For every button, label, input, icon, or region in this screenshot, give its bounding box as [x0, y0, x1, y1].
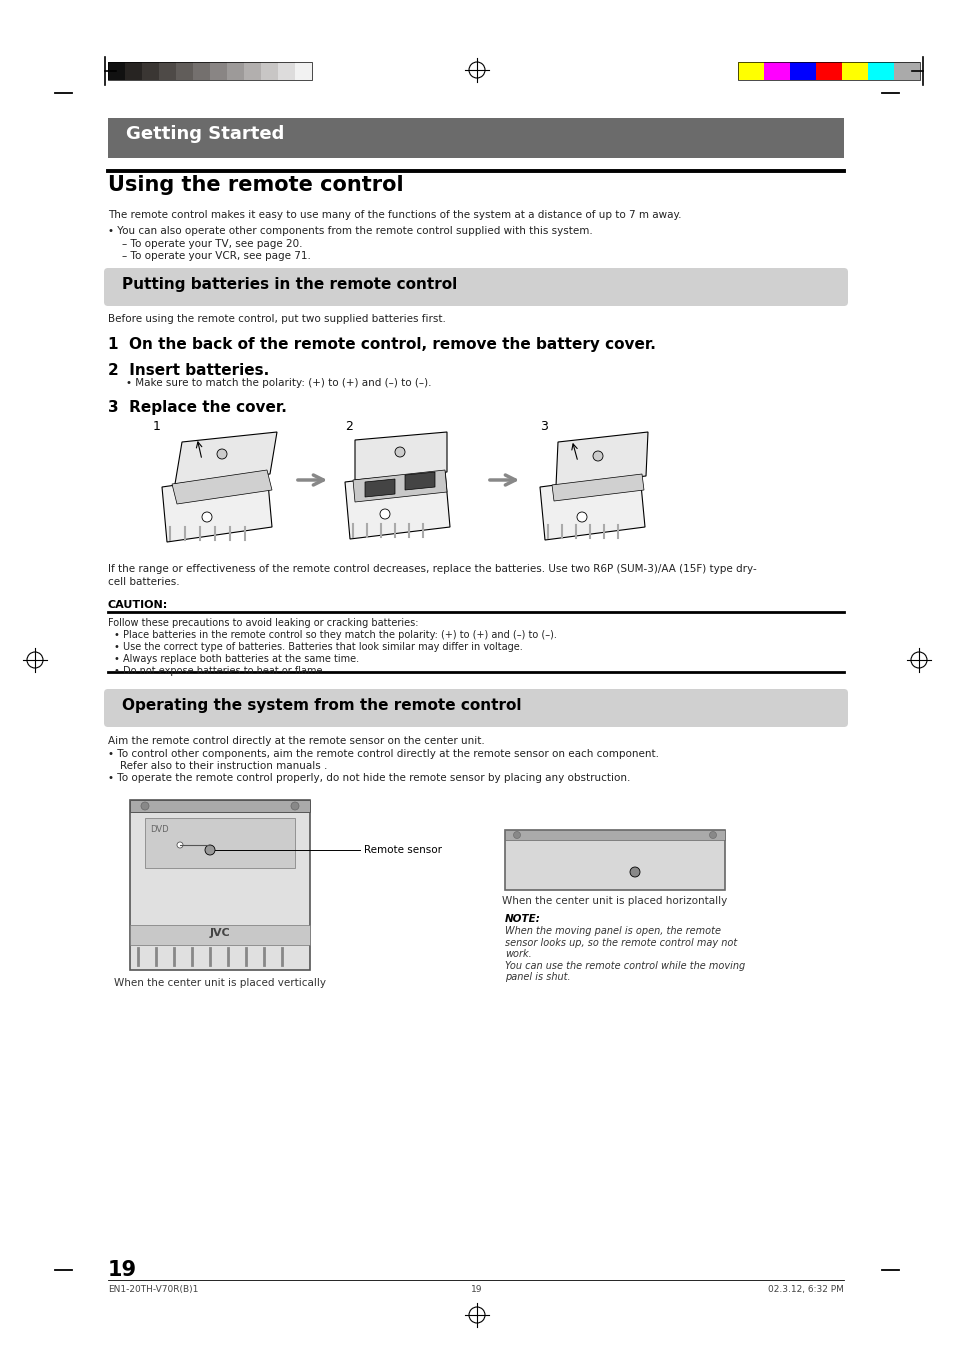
Text: When the center unit is placed vertically: When the center unit is placed verticall…: [113, 977, 326, 988]
Polygon shape: [162, 472, 272, 542]
Text: 3  Replace the cover.: 3 Replace the cover.: [108, 400, 287, 415]
Text: Operating the system from the remote control: Operating the system from the remote con…: [122, 698, 521, 713]
Text: – To operate your VCR, see page 71.: – To operate your VCR, see page 71.: [122, 251, 311, 261]
Polygon shape: [552, 475, 643, 502]
FancyBboxPatch shape: [104, 690, 847, 727]
Text: cell batteries.: cell batteries.: [108, 577, 179, 587]
Text: Follow these precautions to avoid leaking or cracking batteries:: Follow these precautions to avoid leakin…: [108, 618, 418, 627]
Bar: [125, 62, 142, 80]
Circle shape: [593, 452, 602, 461]
Circle shape: [629, 867, 639, 877]
Bar: [175, 62, 193, 80]
Bar: [815, 62, 841, 80]
Circle shape: [141, 802, 149, 810]
Bar: [108, 62, 312, 80]
Bar: [210, 62, 227, 80]
Text: • You can also operate other components from the remote control supplied with th: • You can also operate other components …: [108, 226, 592, 237]
Bar: [504, 830, 724, 840]
Text: When the moving panel is open, the remote
sensor looks up, so the remote control: When the moving panel is open, the remot…: [504, 926, 744, 983]
Text: Getting Started: Getting Started: [126, 124, 284, 143]
Bar: [244, 62, 261, 80]
Bar: [130, 800, 310, 813]
Bar: [108, 62, 125, 80]
Bar: [261, 62, 277, 80]
Circle shape: [513, 831, 520, 838]
Circle shape: [205, 845, 214, 854]
Polygon shape: [355, 433, 447, 480]
Circle shape: [709, 831, 716, 838]
Polygon shape: [172, 470, 272, 504]
Text: JVC: JVC: [210, 927, 230, 938]
Text: The remote control makes it easy to use many of the functions of the system at a: The remote control makes it easy to use …: [108, 210, 680, 220]
Circle shape: [395, 448, 405, 457]
Circle shape: [177, 842, 183, 848]
Polygon shape: [556, 433, 647, 485]
Circle shape: [291, 802, 298, 810]
Circle shape: [577, 512, 586, 522]
Text: 1: 1: [152, 420, 161, 433]
Text: • To control other components, aim the remote control directly at the remote sen: • To control other components, aim the r…: [108, 749, 659, 758]
Text: NOTE:: NOTE:: [504, 914, 540, 923]
Polygon shape: [174, 433, 276, 484]
Text: • Do not expose batteries to heat or flame.: • Do not expose batteries to heat or fla…: [113, 667, 325, 676]
Text: DVD: DVD: [150, 825, 169, 834]
Polygon shape: [365, 479, 395, 498]
Bar: [504, 830, 724, 890]
Text: 02.3.12, 6:32 PM: 02.3.12, 6:32 PM: [767, 1284, 843, 1294]
Polygon shape: [539, 475, 644, 539]
Bar: [789, 62, 815, 80]
Bar: [227, 62, 244, 80]
Text: – To operate your TV, see page 20.: – To operate your TV, see page 20.: [122, 239, 302, 249]
Text: • To operate the remote control properly, do not hide the remote sensor by placi: • To operate the remote control properly…: [108, 773, 630, 783]
Text: • Place batteries in the remote control so they match the polarity: (+) to (+) a: • Place batteries in the remote control …: [113, 630, 557, 639]
Text: • Make sure to match the polarity: (+) to (+) and (–) to (–).: • Make sure to match the polarity: (+) t…: [126, 379, 431, 388]
Bar: [108, 118, 843, 158]
Bar: [294, 62, 312, 80]
Circle shape: [202, 512, 212, 522]
Bar: [130, 800, 310, 969]
Text: Using the remote control: Using the remote control: [108, 174, 403, 195]
Bar: [142, 62, 159, 80]
Text: Refer also to their instruction manuals .: Refer also to their instruction manuals …: [120, 761, 327, 771]
Text: 19: 19: [471, 1284, 482, 1294]
Text: Remote sensor: Remote sensor: [364, 845, 441, 854]
Bar: [841, 62, 867, 80]
Polygon shape: [345, 470, 450, 539]
Bar: [867, 62, 893, 80]
Bar: [763, 62, 789, 80]
Polygon shape: [405, 472, 435, 489]
Text: Putting batteries in the remote control: Putting batteries in the remote control: [122, 277, 456, 292]
Text: 3: 3: [539, 420, 547, 433]
Bar: [893, 62, 919, 80]
Text: 1  On the back of the remote control, remove the battery cover.: 1 On the back of the remote control, rem…: [108, 337, 656, 352]
Text: • Use the correct type of batteries. Batteries that look similar may differ in v: • Use the correct type of batteries. Bat…: [113, 642, 522, 652]
Text: 2  Insert batteries.: 2 Insert batteries.: [108, 362, 269, 379]
Bar: [130, 925, 310, 945]
Text: Before using the remote control, put two supplied batteries first.: Before using the remote control, put two…: [108, 314, 445, 324]
Circle shape: [379, 508, 390, 519]
Text: EN1-20TH-V70R(B)1: EN1-20TH-V70R(B)1: [108, 1284, 198, 1294]
Text: 19: 19: [108, 1260, 137, 1280]
Bar: [159, 62, 175, 80]
Bar: [738, 62, 919, 80]
Text: If the range or effectiveness of the remote control decreases, replace the batte: If the range or effectiveness of the rem…: [108, 564, 756, 575]
Text: CAUTION:: CAUTION:: [108, 600, 168, 610]
Text: When the center unit is placed horizontally: When the center unit is placed horizonta…: [502, 896, 727, 906]
Bar: [145, 818, 294, 868]
FancyBboxPatch shape: [104, 268, 847, 306]
Text: • Always replace both batteries at the same time.: • Always replace both batteries at the s…: [113, 654, 358, 664]
Text: Aim the remote control directly at the remote sensor on the center unit.: Aim the remote control directly at the r…: [108, 735, 484, 746]
Bar: [277, 62, 294, 80]
Text: 2: 2: [345, 420, 353, 433]
Circle shape: [216, 449, 227, 458]
Bar: [193, 62, 210, 80]
Bar: [738, 62, 763, 80]
Polygon shape: [353, 470, 447, 502]
